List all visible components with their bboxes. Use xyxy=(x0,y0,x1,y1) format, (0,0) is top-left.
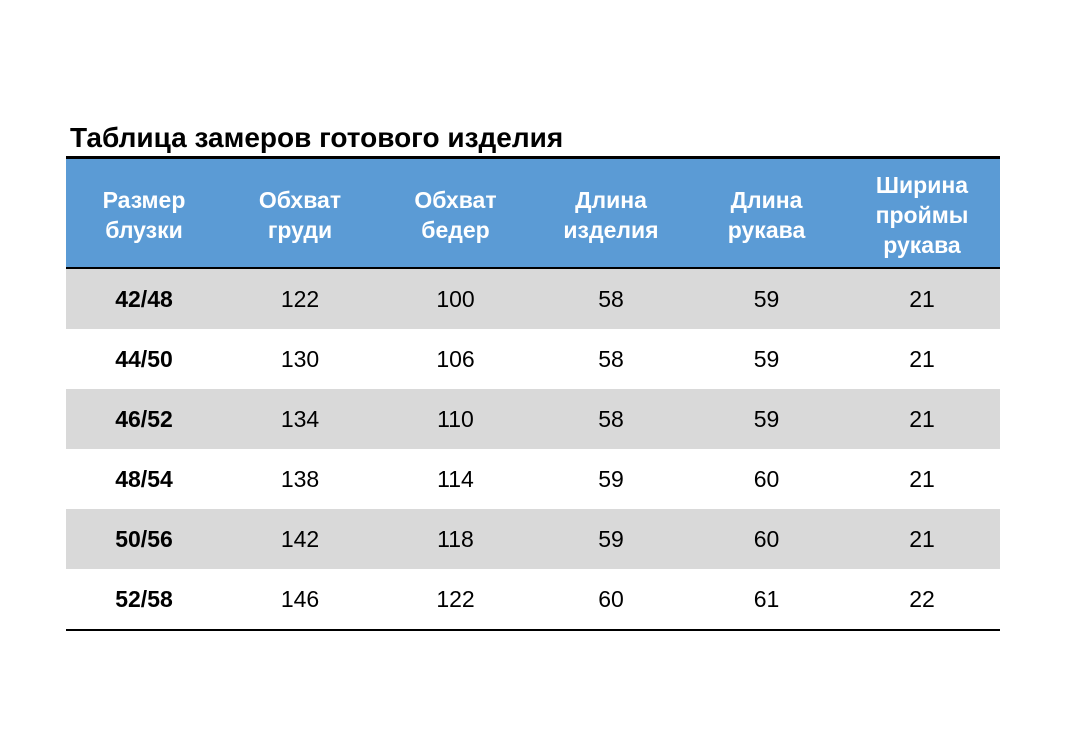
armhole-cell: 22 xyxy=(909,585,935,612)
table-row: 44/50 130 106 58 59 21 xyxy=(66,329,1000,389)
armhole-cell: 21 xyxy=(909,285,935,312)
size-cell: 46/52 xyxy=(115,405,173,432)
size-cell: 48/54 xyxy=(115,465,173,492)
chest-cell: 134 xyxy=(280,405,320,432)
armhole-cell: 21 xyxy=(909,345,935,372)
length-cell: 59 xyxy=(598,465,624,492)
header-hip-girth: Обхват бедер xyxy=(414,187,497,243)
table-row: 46/52 134 110 58 59 21 xyxy=(66,389,1000,449)
table-row: 48/54 138 114 59 60 21 xyxy=(66,449,1000,509)
hip-cell: 114 xyxy=(437,465,474,492)
header-armhole-width: Ширина проймы рукава xyxy=(875,172,969,258)
armhole-cell: 21 xyxy=(909,525,935,552)
sleeve-cell: 60 xyxy=(753,465,780,492)
sleeve-cell: 61 xyxy=(753,585,780,612)
table-title: Таблица замеров готового изделия xyxy=(70,122,564,153)
size-cell: 50/56 xyxy=(115,525,173,552)
length-cell: 59 xyxy=(598,525,624,552)
table-row: 50/56 142 118 59 60 21 xyxy=(66,509,1000,569)
length-cell: 58 xyxy=(598,285,624,312)
sleeve-cell: 59 xyxy=(753,345,780,372)
size-cell: 42/48 xyxy=(115,285,173,312)
sleeve-cell: 60 xyxy=(753,525,780,552)
chest-cell: 146 xyxy=(280,585,320,612)
table-row: 52/58 146 122 60 61 22 xyxy=(66,569,1000,629)
sleeve-cell: 59 xyxy=(753,405,780,432)
measurements-table: Размер блузки Обхват груди Обхват бедер … xyxy=(66,156,1000,631)
hip-cell: 110 xyxy=(437,405,474,432)
length-cell: 58 xyxy=(598,405,624,432)
size-cell: 52/58 xyxy=(115,585,173,612)
header-blouse-size: Размер блузки xyxy=(102,187,186,243)
table-row: 42/48 122 100 58 59 21 xyxy=(66,269,1000,329)
header-chest-girth: Обхват груди xyxy=(258,187,342,243)
chest-cell: 138 xyxy=(280,465,320,492)
length-cell: 58 xyxy=(598,345,624,372)
armhole-cell: 21 xyxy=(909,465,935,492)
armhole-cell: 21 xyxy=(909,405,935,432)
chest-cell: 130 xyxy=(280,345,320,372)
chest-cell: 122 xyxy=(280,285,320,312)
header-sleeve-length: Длина рукава xyxy=(727,187,806,243)
size-cell: 44/50 xyxy=(115,345,173,372)
hip-cell: 122 xyxy=(436,585,475,612)
sleeve-cell: 59 xyxy=(753,285,780,312)
header-garment-length: Длина изделия xyxy=(563,187,659,243)
table-header-row: Размер блузки Обхват груди Обхват бедер … xyxy=(66,159,1000,269)
length-cell: 60 xyxy=(598,585,624,612)
hip-cell: 118 xyxy=(437,525,474,552)
hip-cell: 100 xyxy=(436,285,475,312)
chest-cell: 142 xyxy=(280,525,320,552)
hip-cell: 106 xyxy=(436,345,475,372)
